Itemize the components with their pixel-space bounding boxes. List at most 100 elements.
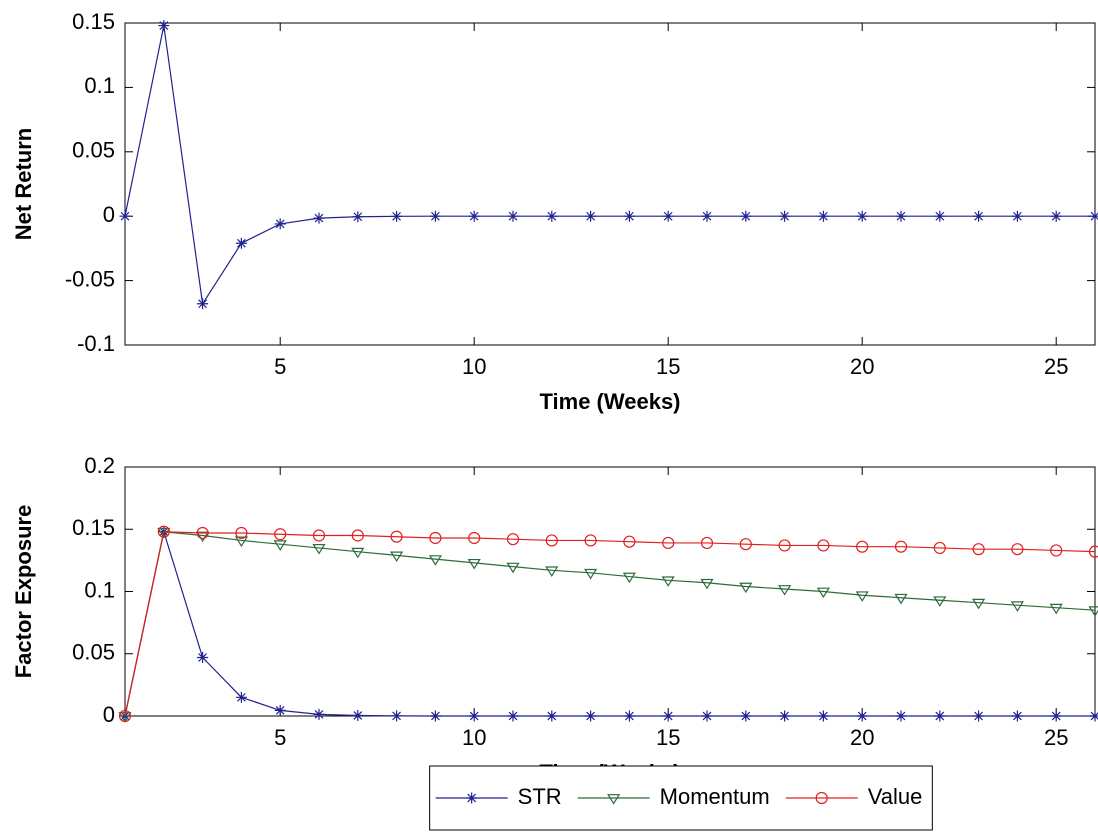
data-point <box>778 539 791 552</box>
x-tick-label: 25 <box>1044 725 1068 750</box>
data-point <box>662 536 675 550</box>
x-tick-label: 20 <box>850 725 874 750</box>
data-point <box>585 710 597 722</box>
data-point <box>235 526 248 540</box>
y-axis-label: Net Return <box>11 128 36 240</box>
data-point <box>623 710 635 722</box>
data-point <box>779 710 791 722</box>
data-point <box>313 708 325 720</box>
y-tick-label: 0 <box>103 702 115 727</box>
y-tick-label: 0.15 <box>72 9 115 34</box>
data-point <box>740 710 752 722</box>
x-tick-label: 15 <box>656 354 680 379</box>
data-point <box>391 710 403 722</box>
data-point <box>779 210 791 222</box>
y-tick-label: -0.1 <box>77 331 115 356</box>
data-point <box>428 555 442 566</box>
series-line <box>124 531 1096 717</box>
data-point <box>933 541 946 555</box>
data-point <box>661 576 675 587</box>
data-point <box>855 591 869 602</box>
y-tick-label: -0.05 <box>65 266 115 291</box>
y-tick-label: 0 <box>103 202 115 227</box>
y-axis-label: Factor Exposure <box>11 505 36 679</box>
legend-marker <box>466 792 478 804</box>
data-point <box>778 585 792 596</box>
data-point <box>894 593 908 605</box>
data-point <box>158 20 170 32</box>
legend-marker <box>607 794 621 805</box>
y-tick-label: 0.1 <box>84 73 115 98</box>
y-tick-label: 0.05 <box>72 138 115 163</box>
x-tick-label: 25 <box>1044 354 1068 379</box>
x-tick-label: 15 <box>656 725 680 750</box>
x-axis-label: Time (Weeks) <box>539 389 680 414</box>
x-tick-label: 5 <box>274 725 286 750</box>
legend-label: Momentum <box>660 784 770 809</box>
data-point <box>856 210 868 222</box>
legend-label: STR <box>518 784 562 809</box>
data-point <box>351 547 365 559</box>
data-point <box>118 712 132 723</box>
data-point <box>934 210 946 222</box>
data-point <box>507 210 519 222</box>
plot-area <box>124 22 1096 346</box>
data-point <box>274 704 286 716</box>
data-point <box>1050 710 1062 722</box>
data-point <box>856 540 869 553</box>
data-point <box>313 212 325 224</box>
data-point <box>235 237 247 249</box>
data-point <box>312 529 326 542</box>
data-point <box>197 298 209 310</box>
data-point <box>545 534 558 547</box>
data-point <box>119 210 131 222</box>
data-point <box>1089 710 1098 722</box>
data-point <box>701 210 713 222</box>
x-tick-label: 10 <box>462 354 486 379</box>
data-point <box>118 709 132 723</box>
data-point <box>197 651 209 663</box>
data-point <box>196 526 209 540</box>
data-point <box>972 598 986 610</box>
data-point <box>817 710 829 722</box>
data-point <box>273 540 287 551</box>
data-point <box>274 528 287 541</box>
data-point <box>1011 710 1023 722</box>
data-point <box>895 210 907 222</box>
data-point <box>1050 210 1062 222</box>
data-point <box>390 530 403 543</box>
data-point <box>895 710 907 722</box>
data-point <box>623 535 636 548</box>
data-point <box>235 691 247 703</box>
data-point <box>351 529 364 542</box>
data-point <box>1010 601 1024 612</box>
plot-area <box>124 466 1096 717</box>
series-line <box>124 531 1096 717</box>
data-point <box>584 534 597 547</box>
data-point <box>157 527 171 539</box>
data-point <box>545 566 559 577</box>
data-point <box>429 210 441 222</box>
y-tick-label: 0.1 <box>84 577 115 602</box>
data-point <box>467 558 481 570</box>
data-point <box>1049 603 1063 615</box>
data-point <box>816 587 830 599</box>
data-point <box>391 210 403 222</box>
y-tick-label: 0.15 <box>72 515 115 540</box>
data-point <box>1011 210 1023 222</box>
data-point <box>700 536 714 550</box>
data-point <box>662 210 674 222</box>
data-point <box>352 211 364 223</box>
data-point <box>312 544 326 555</box>
y-tick-label: 0.05 <box>72 640 115 665</box>
x-tick-label: 20 <box>850 354 874 379</box>
data-point <box>585 210 597 222</box>
data-point <box>1088 545 1098 558</box>
data-point <box>429 710 441 722</box>
data-point <box>739 538 752 551</box>
data-point <box>506 562 520 574</box>
legend: STR Momentum Value <box>429 765 933 831</box>
x-tick-label: 5 <box>274 354 286 379</box>
y-tick-label: 0.2 <box>84 453 115 478</box>
